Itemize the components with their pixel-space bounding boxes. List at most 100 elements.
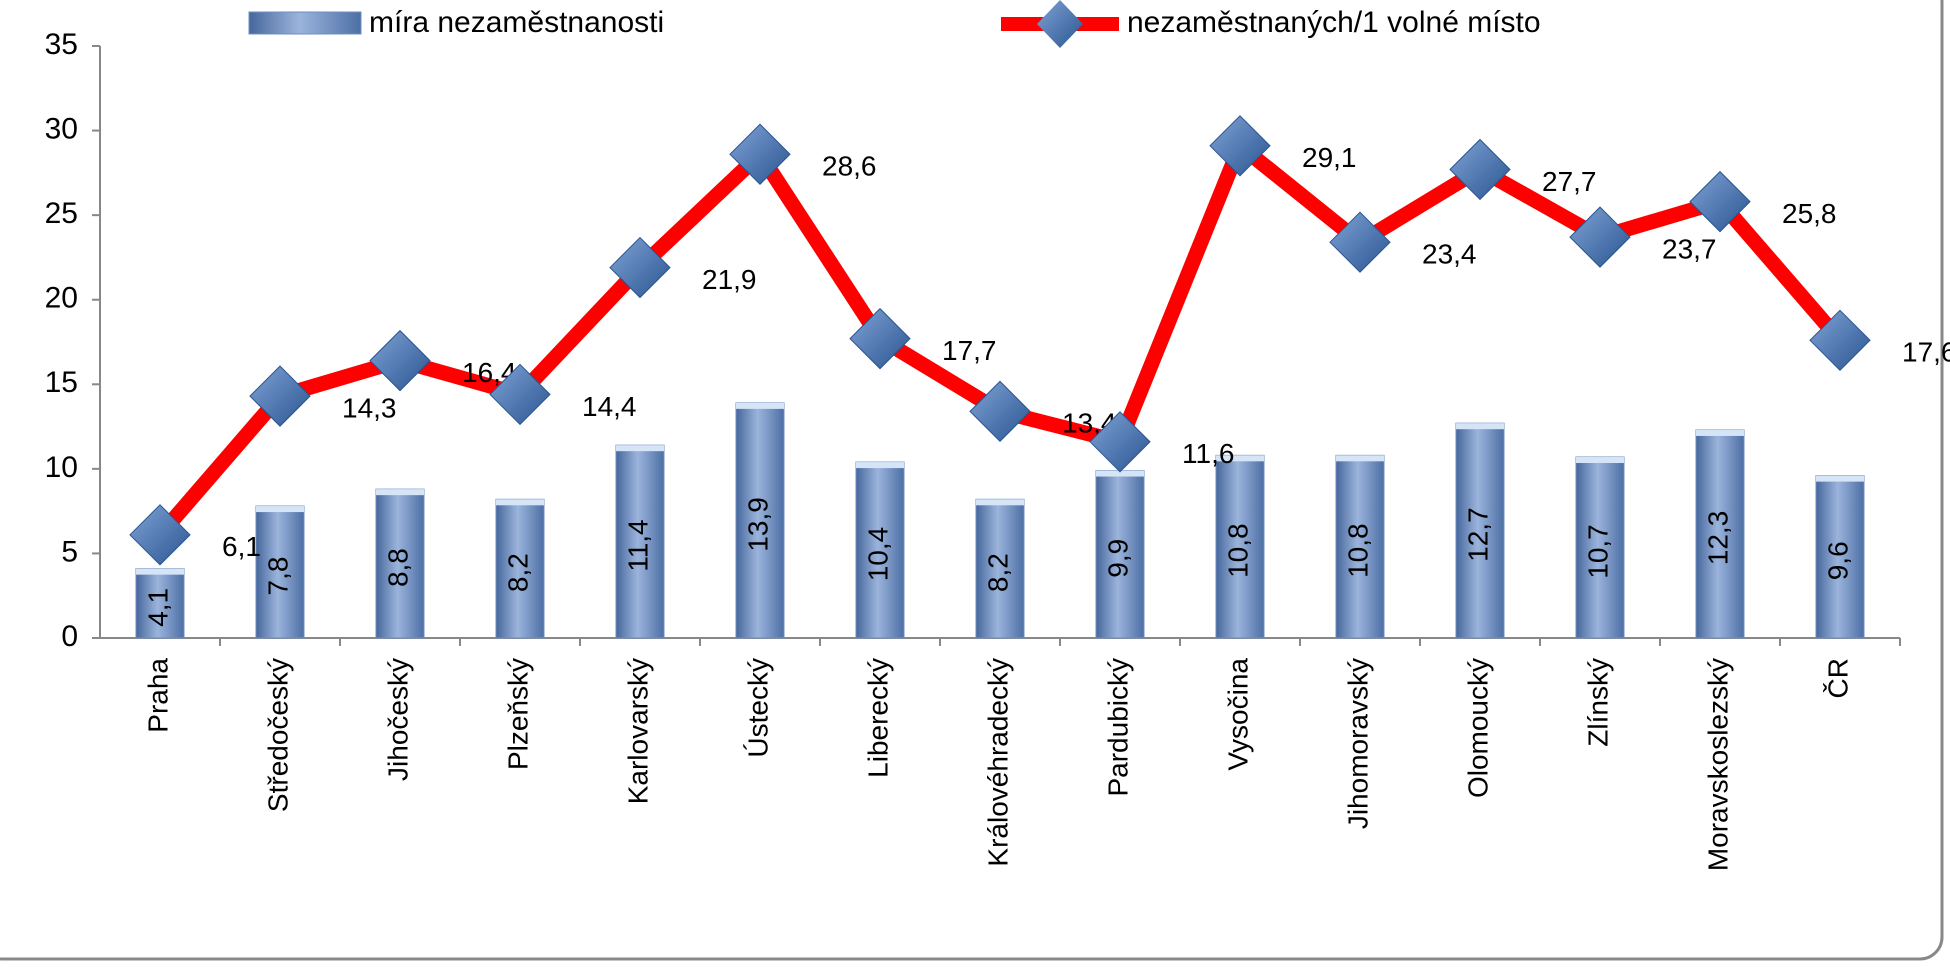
bar bbox=[1815, 475, 1865, 639]
bar-value-label: 12,3 bbox=[1702, 511, 1733, 566]
bar bbox=[615, 444, 665, 639]
bar bbox=[735, 402, 785, 639]
bar-top bbox=[256, 506, 304, 513]
line-marker bbox=[1449, 138, 1511, 201]
y-tick-label: 35 bbox=[45, 28, 78, 61]
bar-value-label: 13,9 bbox=[742, 497, 773, 552]
bar-top bbox=[1216, 455, 1264, 462]
bar bbox=[855, 461, 905, 639]
bar bbox=[375, 488, 425, 639]
bar bbox=[1575, 456, 1625, 639]
x-tick-label: ČR bbox=[1822, 658, 1853, 698]
x-tick-label: Moravskoslezský bbox=[1702, 658, 1733, 871]
x-tick-label: Středočeský bbox=[262, 658, 293, 812]
bar-top bbox=[736, 402, 784, 409]
bar-value-label: 7,8 bbox=[262, 557, 293, 596]
line-value-label: 21,9 bbox=[702, 264, 757, 295]
legend: míra nezaměstnanosti nezaměstnaných/1 vol… bbox=[248, 0, 1541, 48]
bar-top bbox=[1456, 423, 1504, 430]
line-marker bbox=[369, 329, 431, 392]
x-tick-label: Vysočina bbox=[1222, 658, 1253, 771]
bar-value-label: 10,8 bbox=[1342, 523, 1373, 578]
bar-top bbox=[376, 489, 424, 496]
bar-top bbox=[1816, 475, 1864, 482]
line-value-label: 29,1 bbox=[1302, 142, 1357, 173]
x-tick-label: Plzeňský bbox=[502, 658, 533, 770]
y-tick-label: 20 bbox=[45, 282, 78, 315]
line-value-label: 25,8 bbox=[1782, 198, 1837, 229]
bar-top bbox=[1096, 470, 1144, 477]
bar bbox=[1095, 470, 1145, 639]
line-marker bbox=[729, 123, 791, 185]
bar-value-label: 8,8 bbox=[382, 548, 413, 587]
line-value-label: 6,1 bbox=[222, 531, 261, 562]
bar bbox=[135, 568, 185, 639]
x-tick-label: Ústecký bbox=[742, 658, 773, 758]
line-marker bbox=[489, 363, 551, 426]
line-marker bbox=[249, 365, 311, 427]
bar-value-label: 8,2 bbox=[502, 553, 533, 592]
bar-value-label: 12,7 bbox=[1462, 507, 1493, 562]
bar-value-label: 4,1 bbox=[142, 588, 173, 627]
bar-top bbox=[496, 499, 544, 506]
line-value-label: 23,7 bbox=[1662, 234, 1717, 265]
x-tick-label: Praha bbox=[142, 658, 173, 733]
y-tick-label: 10 bbox=[45, 451, 78, 484]
bar-value-label: 10,8 bbox=[1222, 523, 1253, 578]
line-value-label: 17,6 bbox=[1902, 337, 1950, 368]
x-tick-label: Karlovarský bbox=[622, 658, 653, 804]
line-marker bbox=[1809, 309, 1871, 372]
y-tick-label: 5 bbox=[61, 535, 78, 568]
bar-top bbox=[616, 445, 664, 452]
y-tick-label: 15 bbox=[45, 366, 78, 399]
line-marker bbox=[1689, 170, 1751, 233]
line-marker bbox=[1569, 206, 1631, 268]
legend-label: nezaměstnaných/1 volné místo bbox=[1127, 6, 1541, 39]
bar-value-label: 9,6 bbox=[1822, 541, 1853, 580]
y-tick-label: 25 bbox=[45, 197, 78, 230]
line-marker bbox=[609, 236, 671, 299]
bar bbox=[1695, 429, 1745, 639]
line-value-label: 23,4 bbox=[1422, 239, 1477, 270]
bar-value-label: 9,9 bbox=[1102, 539, 1133, 578]
x-tick-label: Liberecký bbox=[862, 658, 893, 778]
line-marker bbox=[1089, 411, 1151, 473]
bar-top bbox=[1696, 429, 1744, 436]
y-tick-label: 30 bbox=[45, 112, 78, 145]
line-value-label: 17,7 bbox=[942, 335, 997, 366]
legend-marker bbox=[1037, 0, 1083, 48]
line-value-label: 28,6 bbox=[822, 151, 877, 182]
bar bbox=[1215, 454, 1265, 639]
x-tick-label: Zlínský bbox=[1582, 658, 1613, 747]
bar bbox=[255, 505, 305, 639]
x-tick-label: Jihočeský bbox=[382, 658, 413, 781]
bar-value-label: 10,4 bbox=[862, 527, 893, 582]
x-tick-label: Olomoucký bbox=[1462, 658, 1493, 798]
line-marker bbox=[969, 380, 1031, 443]
x-tick-label: Jihomoravský bbox=[1342, 658, 1373, 829]
line-value-label: 14,4 bbox=[582, 391, 637, 422]
bar-top bbox=[1576, 457, 1624, 464]
bar-top bbox=[136, 568, 184, 575]
y-tick-label: 0 bbox=[61, 620, 78, 653]
line-value-label: 11,6 bbox=[1182, 438, 1234, 469]
line-marker bbox=[849, 307, 911, 370]
bar bbox=[1455, 422, 1505, 639]
bar-top bbox=[976, 499, 1024, 506]
line-marker bbox=[129, 504, 191, 566]
legend-swatch bbox=[248, 11, 362, 35]
bar-top bbox=[1336, 455, 1384, 462]
x-tick-label: Královéhradecký bbox=[982, 658, 1013, 867]
bar-value-label: 10,7 bbox=[1582, 524, 1613, 579]
line-value-label: 27,7 bbox=[1542, 166, 1597, 197]
line-value-label: 14,3 bbox=[342, 393, 397, 424]
line-marker bbox=[1329, 211, 1391, 273]
bar bbox=[495, 498, 545, 639]
x-tick-label: Pardubický bbox=[1102, 658, 1133, 797]
bar-top bbox=[856, 462, 904, 469]
legend-label: míra nezaměstnanosti bbox=[369, 6, 664, 39]
bar bbox=[1335, 454, 1385, 639]
line-marker bbox=[1209, 115, 1271, 177]
